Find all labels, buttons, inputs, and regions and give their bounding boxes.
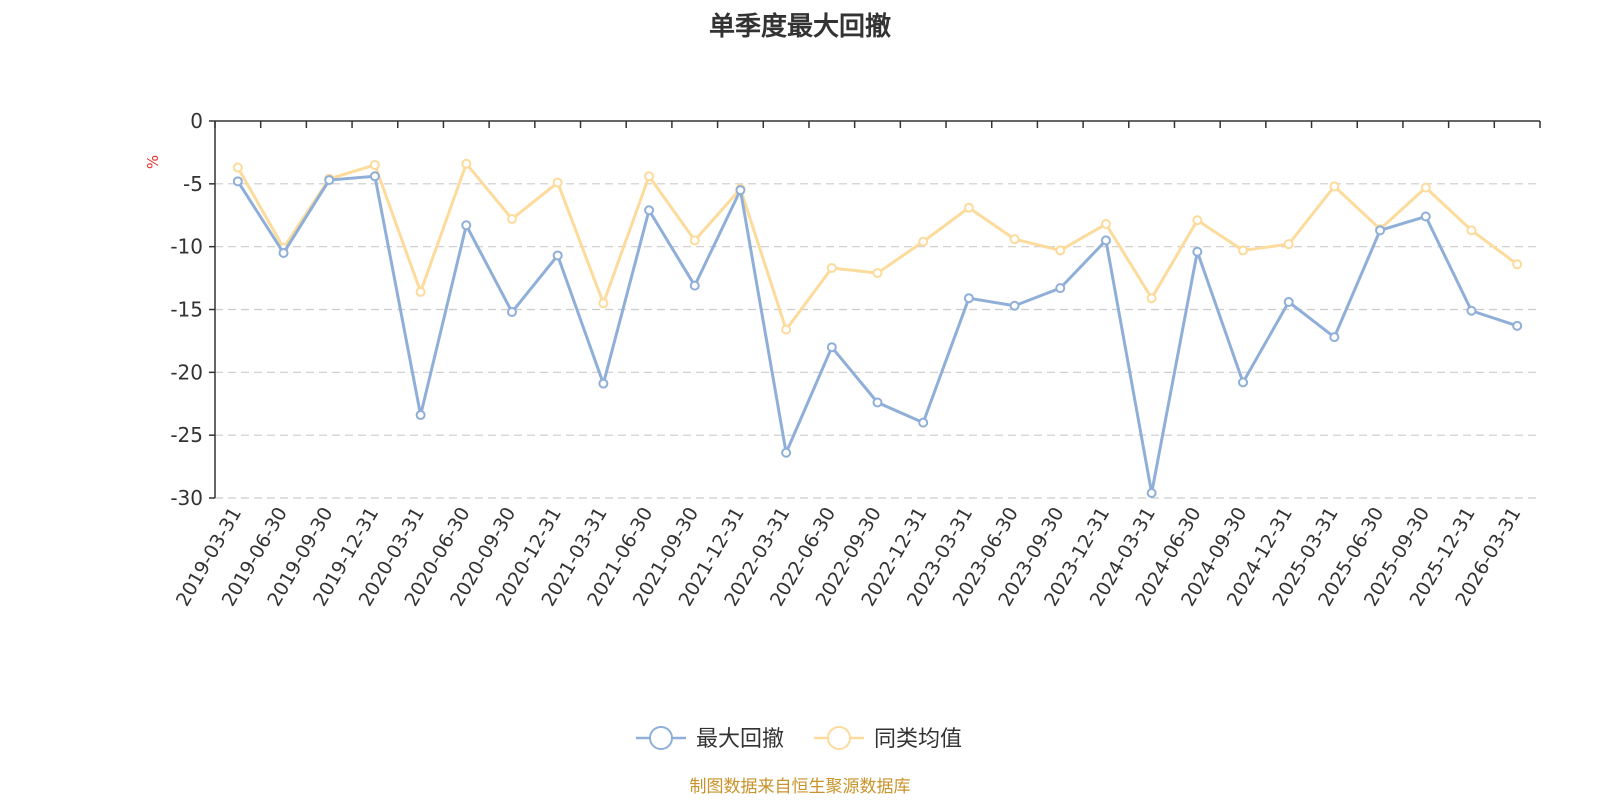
data-point[interactable]: [1283, 296, 1294, 307]
data-point[interactable]: [1146, 487, 1157, 498]
data-point[interactable]: [644, 205, 655, 216]
data-point[interactable]: [598, 298, 609, 309]
data-point[interactable]: [1512, 259, 1523, 270]
grid-layer: [215, 183, 1540, 499]
data-point[interactable]: [1055, 283, 1066, 294]
legend-label: 最大回撤: [696, 727, 784, 752]
data-point[interactable]: [506, 307, 517, 318]
chart-title: 单季度最大回撤: [709, 11, 891, 42]
data-point[interactable]: [1009, 300, 1020, 311]
data-point[interactable]: [1283, 239, 1294, 250]
y-tick-label: -25: [170, 423, 203, 447]
data-point[interactable]: [1466, 225, 1477, 236]
data-point[interactable]: [1466, 305, 1477, 316]
data-point[interactable]: [1420, 182, 1431, 193]
data-point[interactable]: [689, 235, 700, 246]
data-point[interactable]: [735, 185, 746, 196]
data-point[interactable]: [1009, 234, 1020, 245]
data-point[interactable]: [324, 175, 335, 186]
y-axis-unit: %: [144, 155, 162, 169]
data-point[interactable]: [278, 247, 289, 258]
legend-marker: [827, 726, 851, 750]
data-point[interactable]: [644, 171, 655, 182]
data-point[interactable]: [1375, 225, 1386, 236]
data-point[interactable]: [781, 324, 792, 335]
data-point[interactable]: [598, 378, 609, 389]
legend-item-max-drawdown[interactable]: 最大回撤: [636, 726, 784, 752]
data-point[interactable]: [1192, 246, 1203, 257]
data-point[interactable]: [1055, 245, 1066, 256]
data-point[interactable]: [872, 268, 883, 279]
data-point[interactable]: [232, 162, 243, 173]
y-tick-label: 0: [190, 109, 203, 133]
data-point[interactable]: [826, 342, 837, 353]
axis-layer: [209, 120, 1541, 499]
y-tick-label: -20: [170, 360, 203, 384]
data-point[interactable]: [781, 447, 792, 458]
y-tick-label: -15: [170, 298, 203, 322]
data-point[interactable]: [415, 410, 426, 421]
legend-label: 同类均值: [874, 727, 962, 752]
data-point[interactable]: [369, 159, 380, 170]
y-tick-labels: 0 -5 -10 -15 -20 -25 -30: [170, 109, 203, 510]
y-tick-label: -5: [183, 172, 203, 196]
legend-item-peer-average[interactable]: 同类均值: [814, 726, 962, 752]
data-point[interactable]: [963, 202, 974, 213]
data-point[interactable]: [415, 286, 426, 297]
data-point[interactable]: [1420, 211, 1431, 222]
y-tick-label: -10: [170, 235, 203, 259]
legend-marker: [649, 726, 673, 750]
data-point[interactable]: [1329, 332, 1340, 343]
data-point[interactable]: [1192, 215, 1203, 226]
data-point[interactable]: [1100, 235, 1111, 246]
data-point[interactable]: [1238, 377, 1249, 388]
series-peer-average: [232, 158, 1523, 335]
data-point[interactable]: [826, 263, 837, 274]
data-point[interactable]: [506, 214, 517, 225]
x-tick-labels: 2019-03-312019-06-302019-09-302019-12-31…: [172, 504, 1526, 611]
data-point[interactable]: [1512, 320, 1523, 331]
data-point[interactable]: [689, 280, 700, 291]
data-point[interactable]: [461, 220, 472, 231]
data-point[interactable]: [1329, 181, 1340, 192]
data-point[interactable]: [872, 397, 883, 408]
data-point[interactable]: [1238, 245, 1249, 256]
series-max-drawdown: [232, 171, 1523, 498]
data-point[interactable]: [552, 250, 563, 261]
data-point[interactable]: [1100, 219, 1111, 230]
data-point[interactable]: [369, 171, 380, 182]
data-point[interactable]: [918, 417, 929, 428]
series-layer: [232, 158, 1523, 498]
data-point[interactable]: [232, 176, 243, 187]
legend: 最大回撤 同类均值: [636, 726, 962, 752]
data-point[interactable]: [963, 293, 974, 304]
series-line: [236, 174, 1518, 495]
data-point[interactable]: [1146, 293, 1157, 304]
y-tick-label: -30: [170, 486, 203, 510]
data-point[interactable]: [461, 158, 472, 169]
source-note: 制图数据来自恒生聚源数据库: [690, 777, 911, 797]
data-point[interactable]: [552, 177, 563, 188]
data-point[interactable]: [918, 236, 929, 247]
